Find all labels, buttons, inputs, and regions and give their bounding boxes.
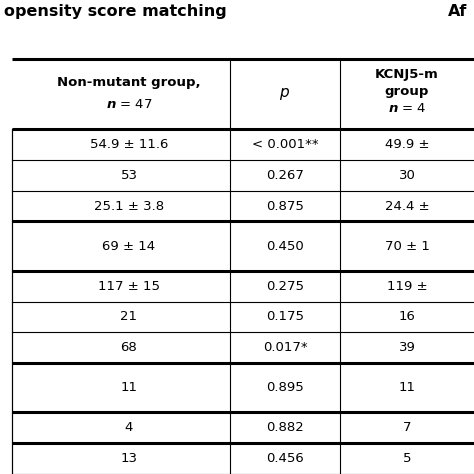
Text: 21: 21	[120, 310, 137, 323]
Text: 54.9 ± 11.6: 54.9 ± 11.6	[90, 138, 168, 151]
Text: 7: 7	[403, 421, 411, 434]
Text: 117 ± 15: 117 ± 15	[98, 280, 160, 292]
Text: 13: 13	[120, 452, 137, 465]
Text: 68: 68	[120, 341, 137, 354]
Text: $\bfit{n}$ = 47: $\bfit{n}$ = 47	[106, 98, 152, 110]
Text: 0.275: 0.275	[266, 280, 304, 292]
Text: 11: 11	[399, 381, 416, 394]
Text: 0.895: 0.895	[266, 381, 304, 394]
Text: 0.450: 0.450	[266, 239, 304, 253]
Text: 39: 39	[399, 341, 415, 354]
Text: 25.1 ± 3.8: 25.1 ± 3.8	[94, 200, 164, 212]
Text: opensity score matching: opensity score matching	[4, 4, 227, 19]
Text: 49.9 ±: 49.9 ±	[385, 138, 429, 151]
Text: 24.4 ±: 24.4 ±	[385, 200, 429, 212]
Text: group: group	[385, 84, 429, 98]
Text: 69 ± 14: 69 ± 14	[102, 239, 155, 253]
Text: 0.267: 0.267	[266, 169, 304, 182]
Text: 119 ±: 119 ±	[387, 280, 428, 292]
Text: 5: 5	[403, 452, 411, 465]
Text: 4: 4	[125, 421, 133, 434]
Text: 30: 30	[399, 169, 415, 182]
Text: Af: Af	[448, 4, 467, 19]
Text: 0.882: 0.882	[266, 421, 304, 434]
Text: 0.875: 0.875	[266, 200, 304, 212]
Text: 0.175: 0.175	[266, 310, 304, 323]
Text: 53: 53	[120, 169, 137, 182]
Text: 0.456: 0.456	[266, 452, 304, 465]
Text: $\it{p}$: $\it{p}$	[280, 86, 291, 102]
Text: 70 ± 1: 70 ± 1	[384, 239, 429, 253]
Text: Non-mutant group,: Non-mutant group,	[57, 75, 201, 89]
Text: 16: 16	[399, 310, 415, 323]
Text: < 0.001**: < 0.001**	[252, 138, 319, 151]
Text: 11: 11	[120, 381, 137, 394]
Text: KCNJ5-m: KCNJ5-m	[375, 67, 439, 81]
Text: 0.017*: 0.017*	[263, 341, 307, 354]
Text: $\bfit{n}$ = 4: $\bfit{n}$ = 4	[388, 101, 426, 115]
